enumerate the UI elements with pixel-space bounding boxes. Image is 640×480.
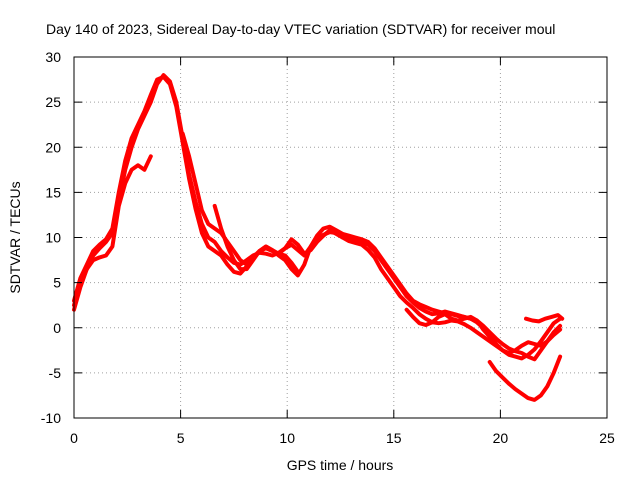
y-tick-labels: -10 -5 0 5 10 15 20 25 30 <box>41 49 61 426</box>
x-tick-label: 15 <box>386 430 402 446</box>
y-tick-label: 0 <box>53 320 61 336</box>
x-tick-label: 25 <box>599 430 615 446</box>
x-tick-label: 10 <box>279 430 295 446</box>
x-tick-label: 5 <box>177 430 185 446</box>
axis-ticks <box>73 56 608 419</box>
x-tick-label: 0 <box>70 430 78 446</box>
x-tick-labels: 0 5 10 15 20 25 <box>70 430 615 446</box>
series-line-trace-6 <box>404 307 563 355</box>
y-tick-label: 5 <box>53 275 61 291</box>
x-axis-label: GPS time / hours <box>287 457 394 473</box>
series-line-trace-3 <box>72 154 153 308</box>
y-tick-label: 30 <box>45 49 61 65</box>
data-series-group <box>72 73 565 402</box>
series-line-trace-7 <box>487 354 563 402</box>
x-tick-label: 20 <box>493 430 509 446</box>
y-axis-label: SDTVAR / TECUs <box>7 181 23 293</box>
y-tick-label: 20 <box>45 139 61 155</box>
chart-title: Day 140 of 2023, Sidereal Day-to-day VTE… <box>46 21 555 37</box>
y-tick-label: 15 <box>45 184 61 200</box>
series-line-trace-8 <box>524 313 565 324</box>
y-tick-label: 10 <box>45 230 61 246</box>
series-line-trace-2 <box>72 74 563 361</box>
grid-lines <box>74 57 607 418</box>
y-tick-label: -5 <box>49 365 62 381</box>
y-tick-label: 25 <box>45 94 61 110</box>
series-line-trace-5 <box>212 203 499 346</box>
y-tick-label: -10 <box>41 410 61 426</box>
